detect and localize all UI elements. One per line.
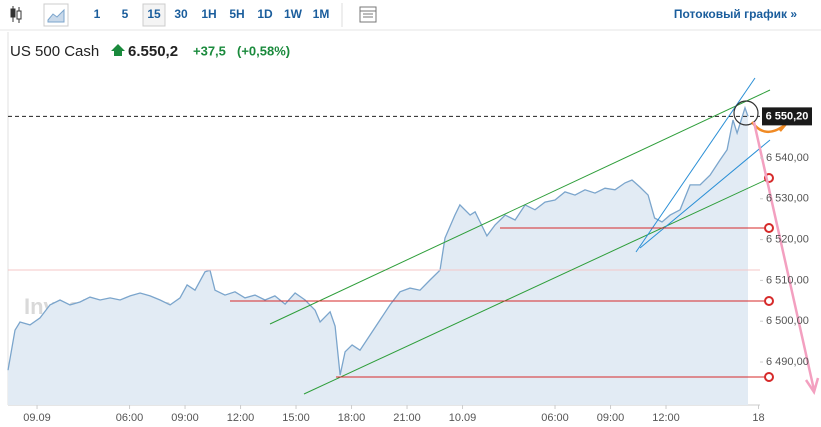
x-tick-label: 09:00 bbox=[171, 412, 199, 424]
current-price-label: 6 550,20 bbox=[766, 110, 809, 122]
interval-button[interactable]: 1M bbox=[313, 7, 330, 21]
interval-button[interactable]: 1D bbox=[257, 7, 273, 21]
interval-button[interactable]: 15 bbox=[147, 7, 161, 21]
y-tick-label: 6 510,00 bbox=[766, 274, 809, 286]
candlestick-icon[interactable] bbox=[10, 6, 22, 23]
x-tick-label: 15:00 bbox=[282, 412, 310, 424]
x-tick-label: 12:00 bbox=[227, 412, 255, 424]
interval-button[interactable]: 30 bbox=[174, 7, 188, 21]
table-icon[interactable] bbox=[359, 6, 377, 23]
y-tick-label: 6 530,00 bbox=[766, 193, 809, 205]
price: 6.550,2 bbox=[128, 43, 178, 60]
streaming-chart-link[interactable]: Потоковый график » bbox=[674, 7, 797, 21]
x-tick-label: 06:00 bbox=[116, 412, 144, 424]
x-tick-label: 06:00 bbox=[541, 412, 569, 424]
drawings bbox=[8, 77, 820, 395]
channel-lower bbox=[303, 177, 771, 395]
interval-button[interactable]: 1 bbox=[94, 7, 101, 21]
change: +37,5 bbox=[193, 43, 226, 58]
interval-button[interactable]: 1W bbox=[284, 7, 303, 21]
interval-button[interactable]: 5H bbox=[229, 7, 244, 21]
level-marker[interactable] bbox=[764, 223, 774, 233]
plot: Investing.com bbox=[7, 32, 760, 406]
pink-arrow-head bbox=[804, 377, 820, 395]
current-price-box bbox=[762, 107, 812, 126]
instrument-name: US 500 Cash bbox=[10, 43, 99, 60]
y-tick-label: 6 520,00 bbox=[766, 234, 809, 246]
interval-button[interactable]: 5 bbox=[122, 7, 129, 21]
highlight-circle bbox=[733, 100, 759, 126]
price-line bbox=[7, 105, 749, 376]
pink-arrow bbox=[752, 121, 816, 391]
level-marker[interactable] bbox=[764, 296, 774, 306]
trend-blue bbox=[639, 139, 771, 249]
up-arrow bbox=[111, 44, 125, 56]
area-fill bbox=[8, 107, 748, 406]
interval-button[interactable]: 1H bbox=[201, 7, 216, 21]
x-tick-label: 09.09 bbox=[23, 412, 51, 424]
x-tick-label: 09:00 bbox=[597, 412, 625, 424]
y-tick-label: 6 490,00 bbox=[766, 356, 809, 368]
x-tick-label: 18:00 bbox=[338, 412, 366, 424]
y-tick-label: 6 500,00 bbox=[766, 315, 809, 327]
channel-upper bbox=[269, 89, 771, 325]
x-tick-label: 10.09 bbox=[449, 412, 477, 424]
active-interval-box bbox=[142, 3, 166, 27]
x-tick-label: 21:00 bbox=[393, 412, 421, 424]
change-percent: (+0,58%) bbox=[237, 43, 290, 58]
y-tick-label: 6 540,00 bbox=[766, 152, 809, 164]
x-tick-label: 18 bbox=[752, 412, 764, 424]
level-marker[interactable] bbox=[764, 372, 774, 382]
x-tick-label: 12:00 bbox=[652, 412, 680, 424]
area-icon bbox=[47, 8, 65, 23]
